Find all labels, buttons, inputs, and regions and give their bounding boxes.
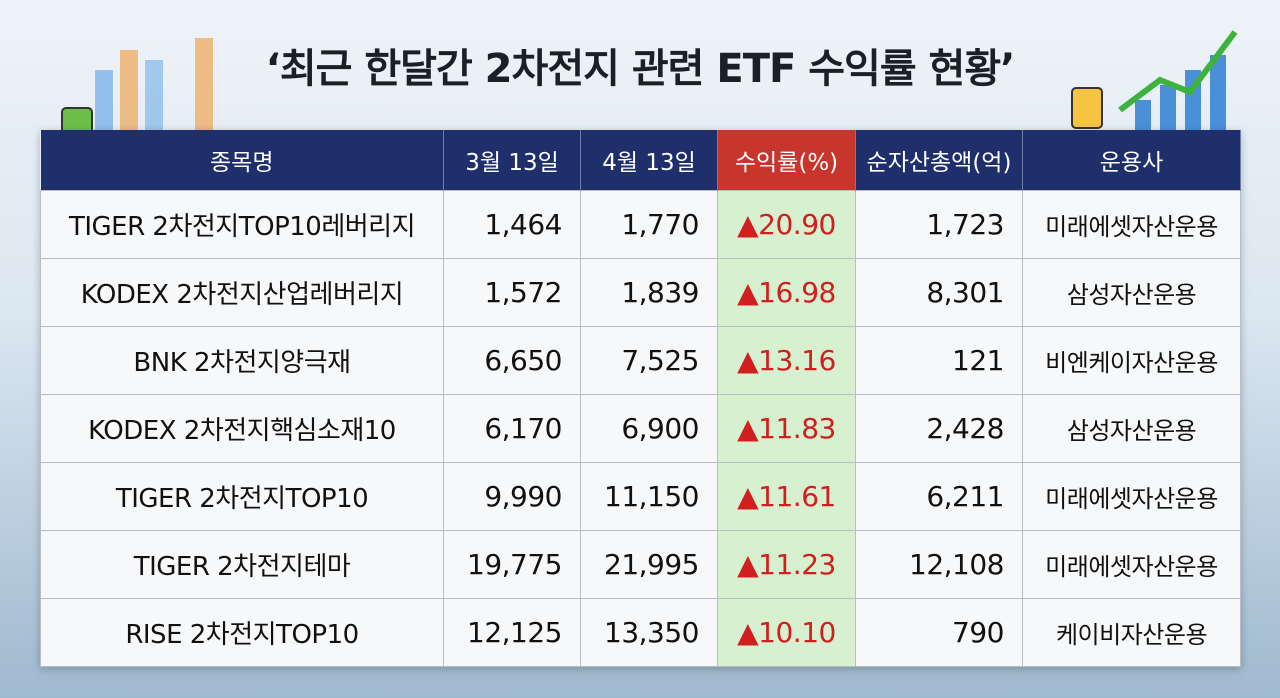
- cell: 11,150: [580, 462, 718, 531]
- header-cell: 운용사: [1022, 130, 1241, 191]
- cell: 8,301: [855, 258, 1023, 327]
- cell: 미래에셋자산운용: [1022, 530, 1241, 599]
- etf-table: 종목명 3월 13일 4월 13일 수익률(%) 순자산총액(억) 운용사 TIGER 2…: [40, 130, 1241, 667]
- cell: 1,839: [580, 258, 718, 327]
- table-row: TIGER 2차전지TOP10 9,990 11,150 ▲11.61 6,211 미래에…: [40, 462, 1241, 531]
- cell: RISE 2차전지TOP10: [40, 598, 444, 667]
- cell: 비엔케이자산운용: [1022, 326, 1241, 395]
- cell: 1,572: [443, 258, 581, 327]
- header-cell: 수익률(%): [717, 130, 856, 191]
- cell: 7,525: [580, 326, 718, 395]
- cell: 미래에셋자산운용: [1022, 462, 1241, 531]
- cell: 13,350: [580, 598, 718, 667]
- cell: 케이비자산운용: [1022, 598, 1241, 667]
- table-row: KODEX 2차전지핵심소재10 6,170 6,900 ▲11.83 2,428 삼성자…: [40, 394, 1241, 463]
- cell: KODEX 2차전지핵심소재10: [40, 394, 444, 463]
- cell: 삼성자산운용: [1022, 394, 1241, 463]
- cell: 6,211: [855, 462, 1023, 531]
- cell: 미래에셋자산운용: [1022, 190, 1241, 259]
- title: ‘최근 한달간 2차전지 관련 ETF 수익률 현황’: [265, 46, 1016, 92]
- cell: 9,990: [443, 462, 581, 531]
- cell: ▲10.10: [717, 598, 856, 667]
- cell: ▲16.98: [717, 258, 856, 327]
- cell: TIGER 2차전지테마: [40, 530, 444, 599]
- cell: 1,723: [855, 190, 1023, 259]
- cell: ▲11.61: [717, 462, 856, 531]
- table-body: TIGER 2차전지TOP10레버리지 1,464 1,770 ▲20.90 1,723…: [40, 190, 1241, 667]
- header-cell: 4월 13일: [580, 130, 718, 191]
- cell: KODEX 2차전지산업레버리지: [40, 258, 444, 327]
- cell: ▲13.16: [717, 326, 856, 395]
- cell: 2,428: [855, 394, 1023, 463]
- cell: 6,650: [443, 326, 581, 395]
- cell: 121: [855, 326, 1023, 395]
- table-row: BNK 2차전지양극재 6,650 7,525 ▲13.16 121 비엔케이자산운용: [40, 326, 1241, 395]
- header-row: 종목명 3월 13일 4월 13일 수익률(%) 순자산총액(억) 운용사: [40, 130, 1241, 191]
- cell: 6,170: [443, 394, 581, 463]
- cell: BNK 2차전지양극재: [40, 326, 444, 395]
- cell: 12,125: [443, 598, 581, 667]
- cell: TIGER 2차전지TOP10레버리지: [40, 190, 444, 259]
- cell: 21,995: [580, 530, 718, 599]
- cell: TIGER 2차전지TOP10: [40, 462, 444, 531]
- header-cell: 종목명: [40, 130, 444, 191]
- cell: 1,770: [580, 190, 718, 259]
- cell: ▲11.23: [717, 530, 856, 599]
- cell: ▲11.83: [717, 394, 856, 463]
- cell: ▲20.90: [717, 190, 856, 259]
- cell: 1,464: [443, 190, 581, 259]
- cell: 12,108: [855, 530, 1023, 599]
- cell: 삼성자산운용: [1022, 258, 1241, 327]
- cell: 6,900: [580, 394, 718, 463]
- cell: 790: [855, 598, 1023, 667]
- table-row: TIGER 2차전지테마 19,775 21,995 ▲11.23 12,108 미래에셋…: [40, 530, 1241, 599]
- table-row: KODEX 2차전지산업레버리지 1,572 1,839 ▲16.98 8,301 삼성자…: [40, 258, 1241, 327]
- table-row: RISE 2차전지TOP10 12,125 13,350 ▲10.10 790 케이비자산…: [40, 598, 1241, 667]
- table-row: TIGER 2차전지TOP10레버리지 1,464 1,770 ▲20.90 1,723…: [40, 190, 1241, 259]
- cell: 19,775: [443, 530, 581, 599]
- header-cell: 순자산총액(억): [855, 130, 1023, 191]
- header-cell: 3월 13일: [443, 130, 581, 191]
